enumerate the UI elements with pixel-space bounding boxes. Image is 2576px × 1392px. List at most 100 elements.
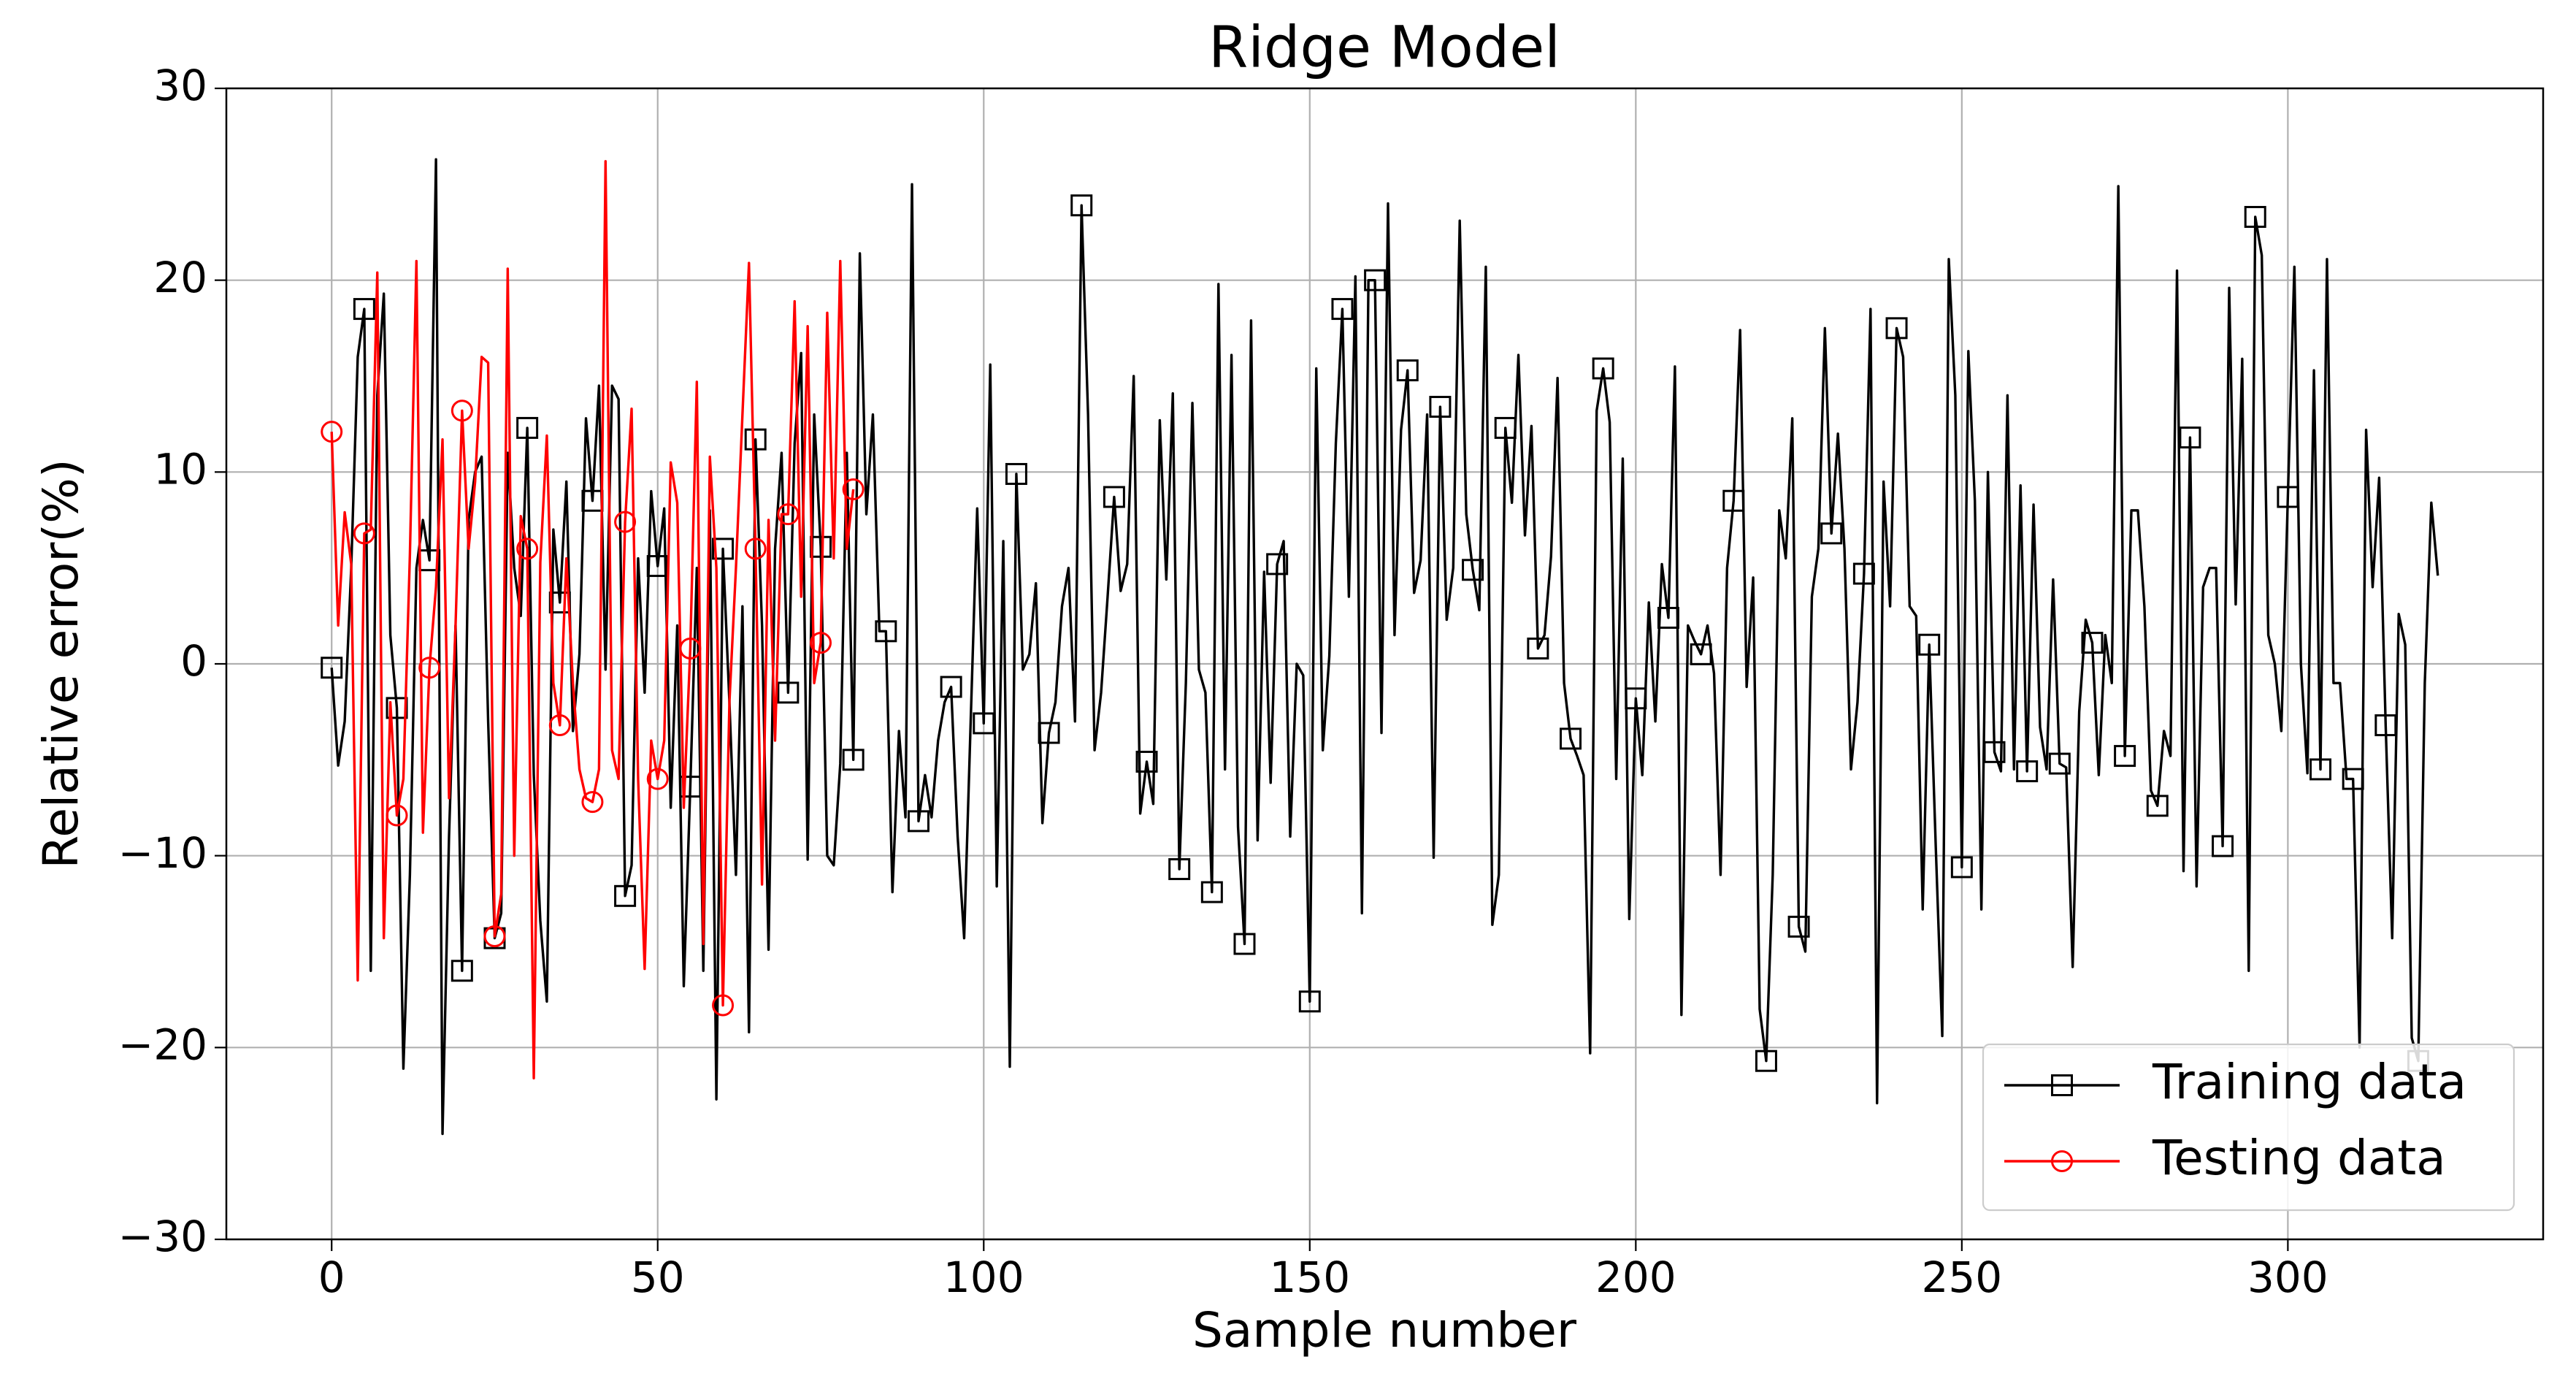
data-marker bbox=[1168, 858, 1191, 881]
data-marker bbox=[2146, 795, 2169, 817]
data-marker bbox=[1005, 462, 1027, 485]
chart-title: Ridge Model bbox=[1208, 15, 1560, 80]
data-marker bbox=[516, 538, 539, 560]
data-marker bbox=[418, 657, 441, 679]
data-marker bbox=[2016, 760, 2039, 783]
data-marker bbox=[1852, 562, 1875, 585]
data-marker bbox=[810, 632, 832, 654]
data-marker bbox=[353, 298, 375, 321]
data-line bbox=[330, 160, 855, 1080]
legend-label: Testing data bbox=[2152, 1130, 2446, 1186]
data-marker bbox=[744, 538, 767, 560]
data-marker bbox=[1722, 489, 1745, 512]
data-marker bbox=[1038, 722, 1060, 744]
data-marker bbox=[1429, 396, 1452, 418]
x-axis-label: Sample number bbox=[1192, 1302, 1577, 1358]
data-marker bbox=[1135, 750, 1158, 773]
data-marker bbox=[2342, 768, 2364, 790]
data-marker bbox=[581, 791, 604, 814]
y-tick-label: 30 bbox=[153, 61, 207, 110]
data-marker bbox=[1755, 1049, 1777, 1072]
data-marker bbox=[744, 428, 767, 451]
series bbox=[321, 160, 865, 1080]
data-marker bbox=[1820, 522, 1843, 545]
data-marker bbox=[386, 804, 408, 827]
data-marker bbox=[1396, 359, 1419, 382]
y-tick-label: 10 bbox=[153, 444, 207, 494]
data-marker bbox=[907, 810, 929, 833]
data-marker bbox=[2309, 758, 2332, 781]
data-marker bbox=[353, 522, 375, 545]
data-marker bbox=[548, 714, 571, 737]
data-marker bbox=[1298, 990, 1321, 1013]
data-marker bbox=[1266, 553, 1289, 575]
x-tick-label: 50 bbox=[631, 1253, 685, 1302]
data-marker bbox=[2277, 486, 2299, 508]
data-marker bbox=[614, 884, 637, 907]
data-marker bbox=[842, 478, 865, 500]
data-marker bbox=[2114, 745, 2136, 768]
y-tick-label: 0 bbox=[180, 636, 207, 686]
legend: Training data Testing data bbox=[1982, 1043, 2515, 1212]
data-marker bbox=[679, 637, 702, 659]
data-marker bbox=[1625, 687, 1647, 710]
data-marker bbox=[483, 925, 506, 947]
data-marker bbox=[1690, 643, 1712, 665]
data-marker bbox=[516, 416, 539, 439]
data-marker bbox=[875, 620, 897, 643]
y-tick-label: −10 bbox=[118, 828, 207, 878]
data-marker bbox=[1918, 633, 1941, 656]
data-marker bbox=[679, 776, 702, 798]
x-tick-label: 100 bbox=[943, 1253, 1024, 1302]
data-marker bbox=[1103, 486, 1125, 508]
x-tick-label: 0 bbox=[318, 1253, 345, 1302]
data-marker bbox=[2244, 205, 2266, 228]
data-marker bbox=[1494, 416, 1517, 439]
x-tick-label: 300 bbox=[2247, 1253, 2328, 1302]
data-marker bbox=[1200, 881, 1223, 903]
data-marker bbox=[1462, 559, 1484, 581]
data-marker bbox=[386, 697, 408, 719]
data-line bbox=[330, 158, 2439, 1136]
data-marker bbox=[1983, 741, 2006, 763]
data-marker bbox=[1657, 606, 1679, 629]
data-marker bbox=[1233, 933, 1256, 955]
x-tick-label: 200 bbox=[1595, 1253, 1676, 1302]
y-tick-label: −30 bbox=[118, 1212, 207, 1261]
data-marker bbox=[1787, 915, 1810, 938]
data-marker bbox=[321, 657, 343, 679]
y-axis-label: Relative error(%) bbox=[33, 459, 89, 868]
data-marker bbox=[646, 768, 669, 790]
data-marker bbox=[1527, 637, 1549, 659]
data-marker bbox=[1364, 269, 1387, 291]
data-marker bbox=[614, 510, 637, 533]
data-marker bbox=[712, 538, 735, 560]
data-marker bbox=[777, 681, 800, 704]
data-marker bbox=[1331, 298, 1354, 321]
plot-frame bbox=[225, 87, 2545, 1241]
data-marker bbox=[712, 994, 735, 1017]
data-marker bbox=[2374, 714, 2397, 737]
legend-marker bbox=[2051, 1150, 2073, 1172]
data-marker bbox=[1950, 856, 1973, 879]
data-marker bbox=[1560, 727, 1582, 750]
data-marker bbox=[940, 676, 962, 698]
data-marker bbox=[321, 421, 343, 443]
data-marker bbox=[1592, 357, 1614, 380]
data-marker bbox=[451, 399, 473, 422]
x-tick-label: 250 bbox=[1921, 1253, 2002, 1302]
data-marker bbox=[2212, 835, 2234, 857]
data-marker bbox=[2179, 427, 2201, 449]
data-marker bbox=[2048, 752, 2071, 775]
data-marker bbox=[1070, 194, 1093, 217]
x-tick-label: 150 bbox=[1269, 1253, 1350, 1302]
data-marker bbox=[973, 712, 995, 735]
legend-label: Training data bbox=[2152, 1054, 2466, 1110]
legend-marker bbox=[2051, 1074, 2073, 1096]
y-tick-label: −20 bbox=[118, 1020, 207, 1069]
data-marker bbox=[2081, 632, 2104, 654]
y-tick-label: 20 bbox=[153, 253, 207, 302]
data-marker bbox=[842, 749, 865, 771]
